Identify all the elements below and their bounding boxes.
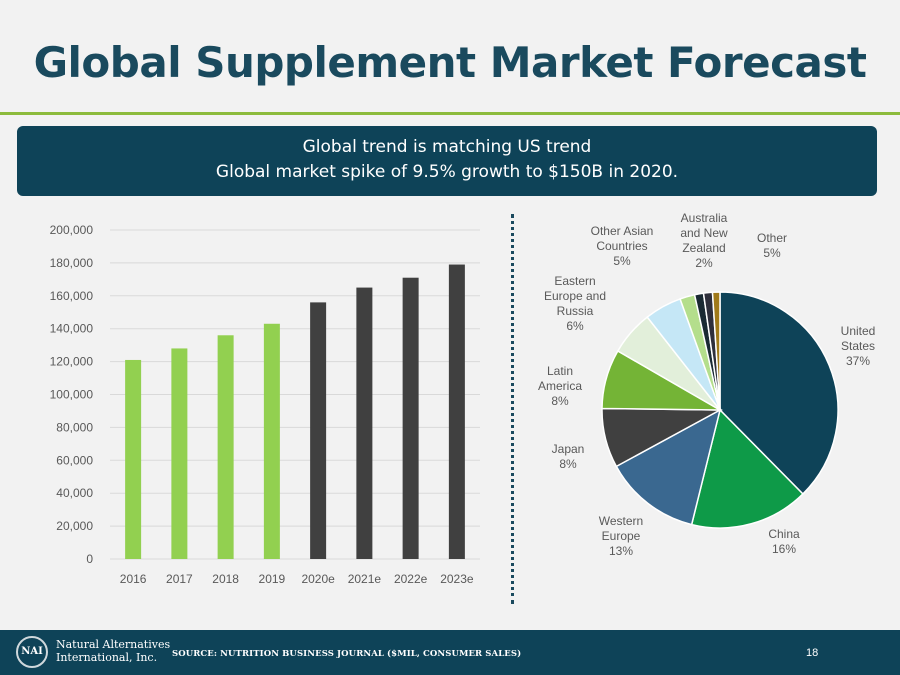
bar (171, 348, 188, 559)
pie-category-label: China (768, 527, 800, 541)
y-tick-label: 60,000 (56, 453, 93, 467)
pie-category-label: Countries (596, 239, 647, 253)
pie-category-label: Australia (681, 211, 728, 225)
pie-category-label: United (841, 324, 876, 338)
source-note: SOURCE: NUTRITION BUSINESS JOURNAL ($MIL… (172, 649, 522, 659)
pie-category-label: Japan (552, 442, 585, 456)
y-tick-label: 20,000 (56, 519, 93, 533)
x-tick-label: 2021e (348, 572, 382, 586)
banner-line-2: Global market spike of 9.5% growth to $1… (215, 162, 679, 182)
bar (402, 277, 419, 559)
pie-category-label: Other (757, 231, 787, 245)
x-tick-label: 2019 (259, 572, 286, 586)
y-tick-label: 160,000 (50, 289, 94, 303)
y-tick-label: 40,000 (56, 486, 93, 500)
x-tick-label: 2017 (166, 572, 193, 586)
x-tick-label: 2023e (440, 572, 474, 586)
pie-category-label: Western (599, 514, 643, 528)
pie-percent-label: 37% (846, 354, 870, 368)
page-number: 18 (806, 647, 819, 659)
x-tick-label: 2016 (120, 572, 147, 586)
pie-percent-label: 5% (613, 254, 631, 268)
x-tick-label: 2018 (212, 572, 239, 586)
bar (125, 359, 142, 559)
pie-category-label: Other Asian (591, 224, 654, 238)
bar (263, 323, 280, 559)
y-tick-label: 0 (86, 552, 93, 566)
company-name-line-1: Natural Alternatives (56, 638, 171, 651)
y-tick-label: 200,000 (50, 223, 94, 237)
section-divider (511, 214, 514, 604)
accent-rule (0, 112, 900, 115)
slide-title: Global Supplement Market Forecast (33, 38, 867, 87)
pie-slice (615, 408, 722, 526)
x-tick-label: 2022e (394, 572, 428, 586)
pie-category-label: Eastern (554, 274, 595, 288)
company-name: Natural Alternatives International, Inc. (56, 638, 170, 664)
y-tick-label: 140,000 (50, 322, 94, 336)
pie-category-label: Latin (547, 364, 573, 378)
bar-chart: 0 20,000 40,000 60,000 80,000 100,000 120,000 1… (50, 223, 480, 586)
pie-category-label: and New (680, 226, 728, 240)
bar (310, 302, 327, 559)
y-tick-label: 120,000 (50, 355, 94, 369)
bar (217, 335, 234, 559)
pie-percent-label: 5% (763, 246, 781, 260)
y-tick-label: 180,000 (50, 256, 94, 270)
company-logo: NAI (16, 636, 48, 668)
pie-category-label: Europe and (544, 289, 606, 303)
pie-slice (719, 291, 839, 496)
pie-percent-label: 6% (566, 319, 584, 333)
pie-slice (711, 291, 721, 411)
footer-bar (0, 630, 900, 675)
pie-slice (690, 408, 804, 529)
pie-category-label: Russia (557, 304, 594, 318)
banner-line-1: Global trend is matching US trend (302, 137, 592, 157)
pie-category-label: Europe (602, 529, 641, 543)
company-name-line-2: International, Inc. (56, 651, 158, 664)
bar (356, 287, 373, 559)
pie-category-label: States (841, 339, 875, 353)
pie-percent-label: 8% (551, 394, 569, 408)
y-tick-label: 100,000 (50, 388, 94, 402)
pie-percent-label: 8% (559, 457, 577, 471)
pie-percent-label: 13% (609, 544, 633, 558)
bar (448, 264, 465, 559)
pie-category-label: America (538, 379, 582, 393)
pie-percent-label: 2% (695, 256, 713, 270)
headline-banner: Global trend is matching US trend Global… (17, 126, 877, 196)
pie-category-label: Zealand (682, 241, 725, 255)
y-tick-label: 80,000 (56, 420, 93, 434)
x-tick-label: 2020e (301, 572, 335, 586)
pie-percent-label: 16% (772, 542, 796, 556)
